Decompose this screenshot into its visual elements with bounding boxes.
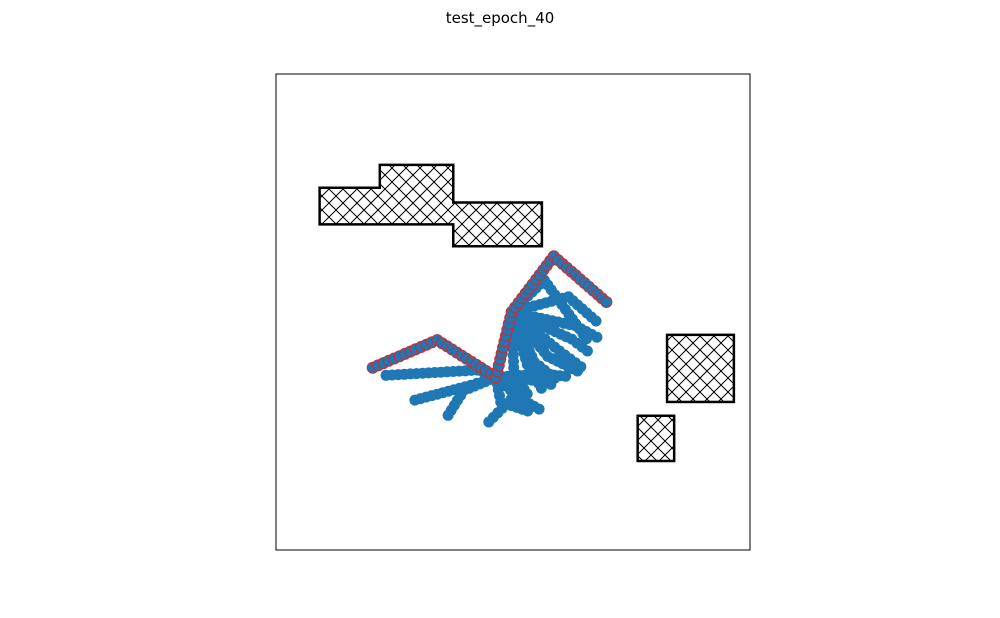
obstacle-3 [636,414,676,463]
arm-layer [366,250,613,428]
link-o-point-14 [409,394,421,406]
link-d-point-15 [591,331,603,343]
chart-title: test_epoch_40 [445,9,555,27]
link-n-point-18 [380,369,392,381]
link-g-point-16 [572,365,583,377]
obstacle-2 [665,333,736,404]
link-e-point-14 [581,345,593,357]
obstacle-layer [318,163,736,463]
obstacle-1 [318,163,544,248]
link-c-point-16 [590,315,602,327]
link-l-point-9 [545,378,557,390]
link-p [442,371,502,421]
link-m-point-9 [533,403,545,415]
link-a [366,250,613,384]
link-q-point-12 [483,416,495,428]
link-a-point-59 [600,296,613,308]
link-p-point-11 [442,409,454,421]
link-k-point-12 [560,370,572,382]
link-r-point-9 [522,405,534,417]
